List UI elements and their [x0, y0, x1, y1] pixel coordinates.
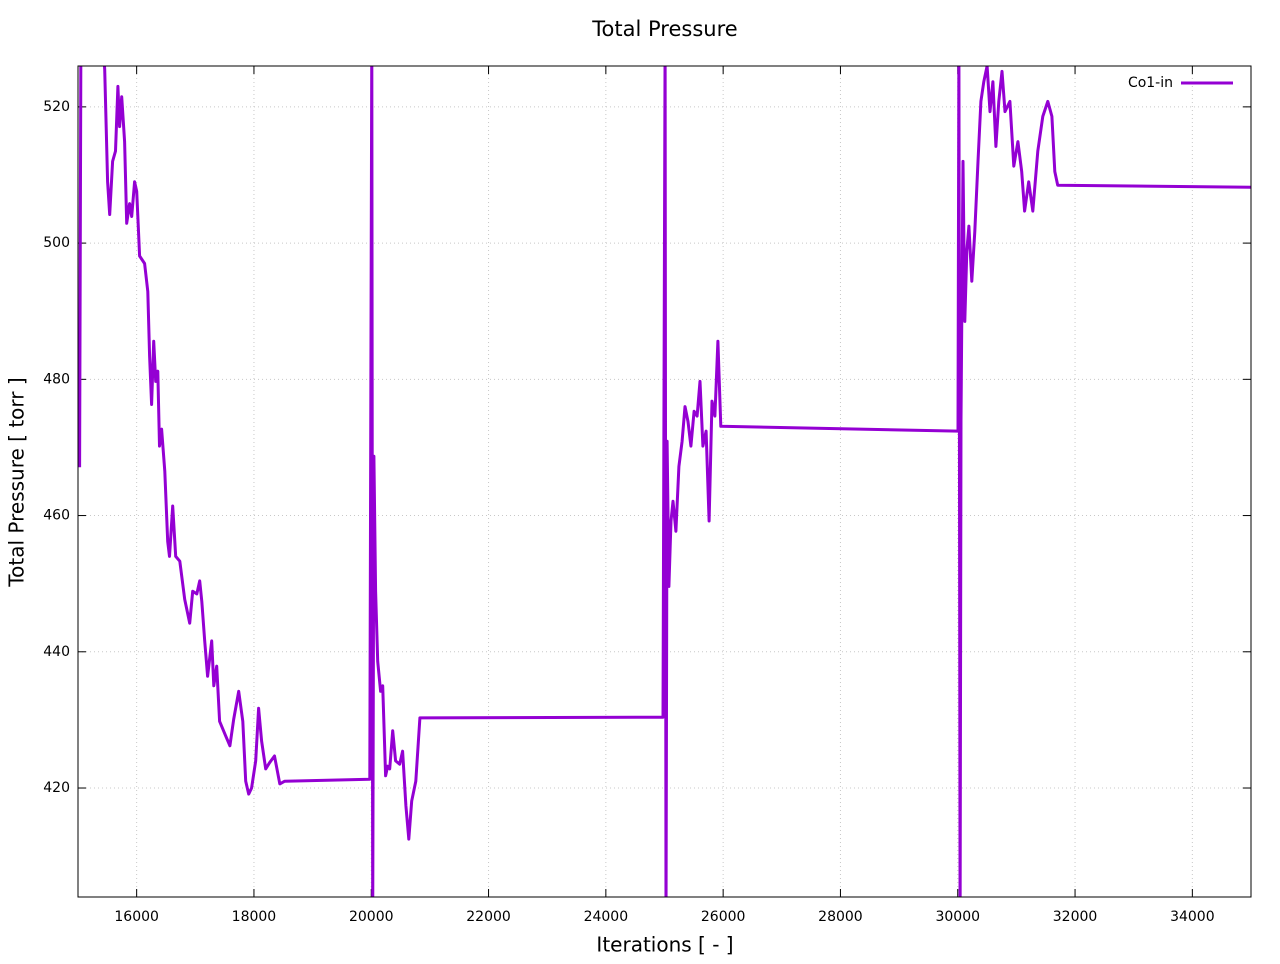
x-tick-label: 22000 — [466, 909, 511, 925]
x-tick-label: 20000 — [349, 909, 394, 925]
chart-title: Total Pressure — [591, 17, 737, 41]
x-tick-label: 32000 — [1053, 909, 1098, 925]
x-tick-label: 16000 — [114, 909, 159, 925]
data-line — [78, 66, 1251, 897]
legend-label: Co1-in — [1128, 75, 1173, 91]
plot-area: 420 440 460 480 500 520 16000 18000 20000 22000 24… — [43, 66, 1251, 925]
y-tick-label: 420 — [43, 780, 70, 796]
y-tick-label: 480 — [43, 371, 70, 387]
y-tick-label: 520 — [43, 99, 70, 115]
y-tick-label: 500 — [43, 235, 70, 251]
x-tick-label: 28000 — [818, 909, 863, 925]
y-tick-label: 440 — [43, 644, 70, 660]
y-axis-label: Total Pressure [ torr ] — [5, 377, 29, 587]
plot-frame — [77, 65, 1252, 898]
x-axis-label: Iterations [ - ] — [596, 933, 733, 957]
y-tick-label: 460 — [43, 508, 70, 524]
x-tick-label: 18000 — [232, 909, 277, 925]
x-tick-label: 30000 — [935, 909, 980, 925]
x-tick-label: 34000 — [1170, 909, 1215, 925]
x-tick-label: 24000 — [584, 909, 629, 925]
x-tick-label: 26000 — [701, 909, 746, 925]
